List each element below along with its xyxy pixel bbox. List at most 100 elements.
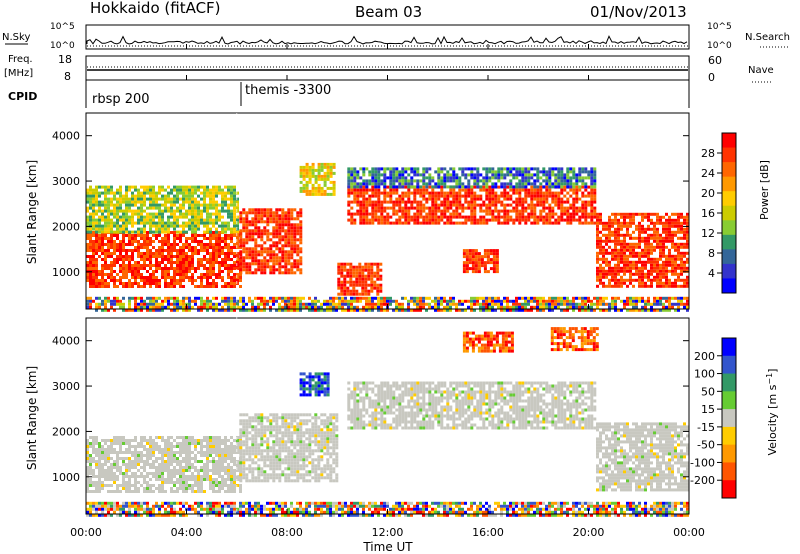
heatmap-cell [668,224,671,228]
heatmap-cell [320,302,323,306]
heatmap-cell [194,240,197,243]
heatmap-cell [260,296,263,300]
heatmap-cell [662,227,665,231]
heatmap-cell [323,183,327,187]
heatmap-cell [290,244,294,248]
heatmap-cell [98,454,101,457]
heatmap-cell [443,167,447,171]
heatmap-cell [398,179,402,183]
heatmap-cell [152,255,155,258]
heatmap-cell [146,221,149,225]
heatmap-cell [128,302,131,306]
heatmap-cell [110,246,113,249]
heatmap-cell [465,255,469,259]
heatmap-cell [473,221,477,225]
heatmap-cell [167,230,170,234]
heatmap-cell [512,305,515,309]
heatmap-cell [110,484,113,487]
heatmap-cell [368,194,372,198]
heatmap-cell [647,233,650,237]
heatmap-cell [605,242,608,246]
heatmap-cell [200,209,203,213]
heatmap-cell [296,262,300,266]
heatmap-cell [98,460,101,463]
heatmap-cell [353,305,356,309]
heatmap-cell [662,224,665,228]
heatmap-cell [332,180,336,184]
heatmap-cell [332,183,336,187]
heatmap-cell [290,271,294,275]
heatmap-cell [413,206,417,210]
heatmap-cell [158,218,161,222]
heatmap-cell [656,233,659,237]
heatmap-cell [599,245,602,249]
heatmap-cell [533,206,537,210]
heatmap-cell [203,267,206,270]
heatmap-cell [644,212,647,216]
heatmap-cell [290,211,294,215]
heatmap-cell [542,179,546,183]
heatmap-cell [191,234,194,237]
heatmap-cell [173,261,176,264]
heatmap-cell [98,442,101,445]
heatmap-cell [125,206,128,210]
heatmap-cell [287,235,291,239]
heatmap-cell [485,299,488,303]
heatmap-cell [230,276,233,279]
heatmap-cell [683,266,686,270]
heatmap-cell [143,252,146,255]
heatmap-cell [89,436,92,439]
heatmap-cell [209,197,212,201]
heatmap-cell [674,308,677,312]
heatmap-cell [104,478,107,481]
heatmap-cell [518,218,522,222]
heatmap-cell [479,179,483,183]
heatmap-cell [617,263,620,267]
heatmap-cell [152,188,155,192]
heatmap-cell [353,167,357,171]
heatmap-cell [587,191,591,195]
heatmap-cell [674,296,677,300]
heatmap-cell [227,197,230,201]
heatmap-cell [341,305,344,309]
heatmap-cell [221,227,224,231]
heatmap-cell [437,167,441,171]
heatmap-cell [485,182,489,186]
heatmap-cell [527,203,531,207]
heatmap-cell [355,265,359,269]
heatmap-cell [629,221,632,225]
heatmap-cell [308,180,312,184]
heatmap-cell [206,215,209,219]
heatmap-cell [302,302,305,306]
heatmap-cell [275,259,279,263]
heatmap-cell [170,243,173,246]
heatmap-cell [374,302,377,306]
heatmap-cell [293,265,297,269]
heatmap-cell [155,212,158,216]
heatmap-cell [236,302,239,306]
heatmap-cell [509,173,513,177]
heatmap-cell [368,308,371,312]
heatmap-cell [452,167,456,171]
heatmap-cell [500,302,503,306]
heatmap-cell [113,279,116,282]
heatmap-cell [677,272,680,276]
heatmap-cell [590,167,594,171]
heatmap-cell [407,308,410,312]
heatmap-cell [179,258,182,261]
heatmap-cell [401,194,405,198]
heatmap-cell [446,299,449,303]
heatmap-cell [98,302,101,306]
heatmap-cell [98,445,101,448]
heatmap-cell [425,302,428,306]
heatmap-cell [218,240,221,243]
heatmap-cell [242,256,246,260]
heatmap-cell [86,299,89,303]
heatmap-cell [254,223,258,227]
heatmap-cell [623,263,626,267]
heatmap-cell [593,200,597,204]
heatmap-cell [515,218,519,222]
heatmap-cell [581,209,585,213]
heatmap-cell [590,173,594,177]
heatmap-cell [572,170,576,174]
